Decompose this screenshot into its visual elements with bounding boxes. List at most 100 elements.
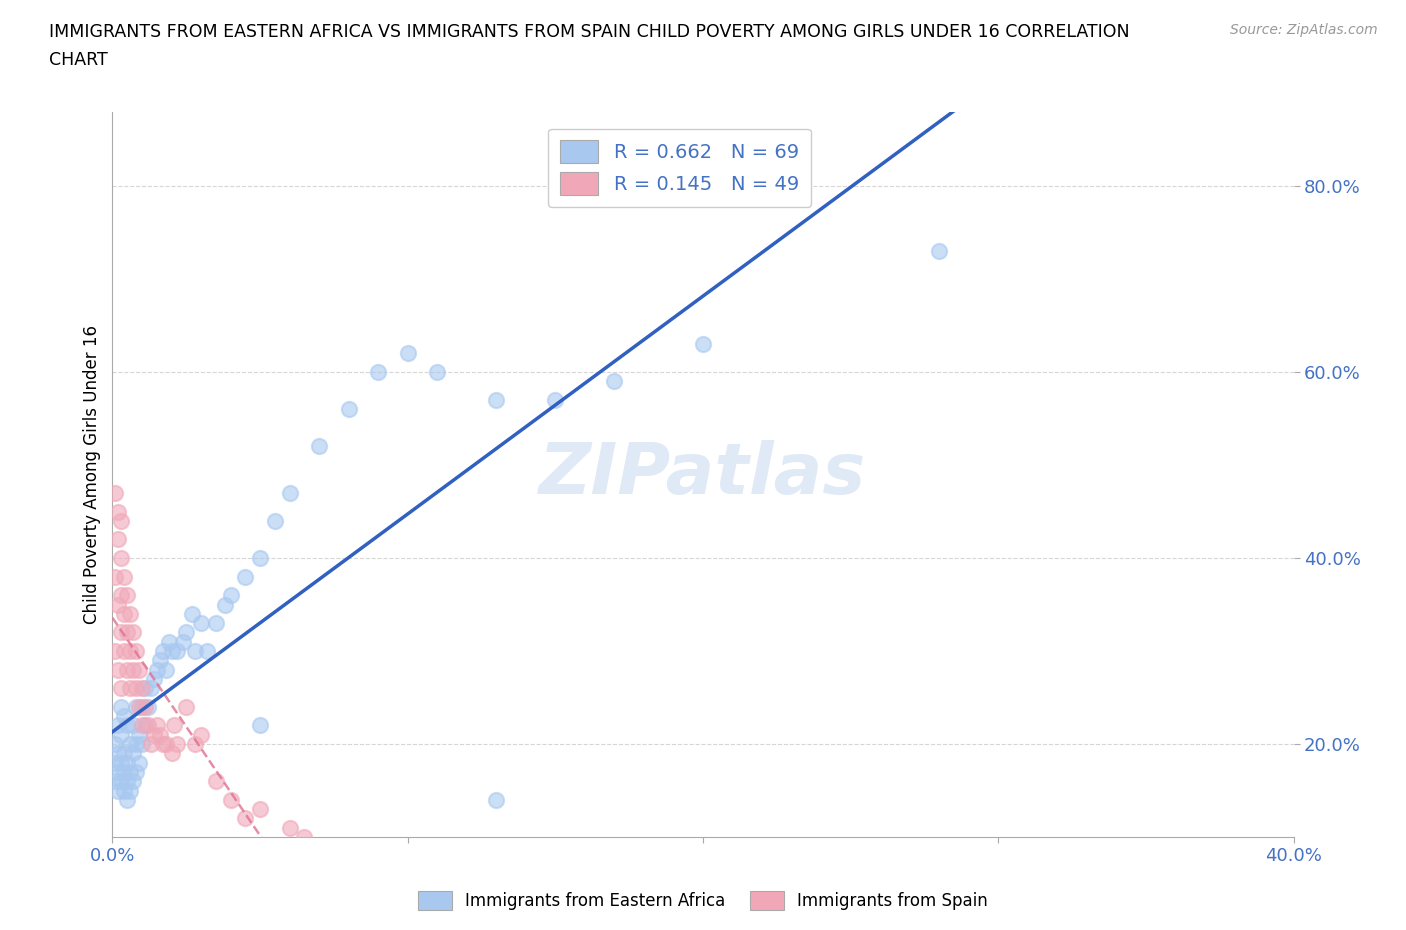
Point xyxy=(110,625,132,640)
Point xyxy=(107,764,129,779)
Point xyxy=(128,755,150,770)
Point xyxy=(396,346,419,361)
Point xyxy=(104,737,127,751)
Point xyxy=(107,783,129,798)
Point xyxy=(160,644,183,658)
Point xyxy=(120,783,142,798)
Point xyxy=(139,681,162,696)
Point xyxy=(603,374,626,389)
Point xyxy=(214,597,236,612)
Text: CHART: CHART xyxy=(49,51,108,69)
Point xyxy=(117,662,138,677)
Point xyxy=(110,681,132,696)
Text: ZIPatlas: ZIPatlas xyxy=(540,440,866,509)
Point xyxy=(278,820,301,835)
Point xyxy=(104,569,127,584)
Point xyxy=(152,644,174,658)
Point xyxy=(120,737,142,751)
Point xyxy=(166,737,188,751)
Point xyxy=(104,774,127,789)
Point xyxy=(142,727,165,742)
Point xyxy=(112,644,135,658)
Point xyxy=(134,718,156,733)
Point xyxy=(134,699,156,714)
Point xyxy=(107,718,129,733)
Point xyxy=(219,588,242,603)
Point xyxy=(122,774,145,789)
Point xyxy=(131,681,153,696)
Point xyxy=(692,337,714,352)
Point xyxy=(184,737,207,751)
Point xyxy=(190,616,212,631)
Point xyxy=(110,755,132,770)
Point xyxy=(125,737,148,751)
Point xyxy=(128,662,150,677)
Point xyxy=(125,644,148,658)
Point xyxy=(110,727,132,742)
Point xyxy=(292,830,315,844)
Point xyxy=(163,718,186,733)
Point xyxy=(107,504,129,519)
Point xyxy=(142,671,165,686)
Point xyxy=(104,755,127,770)
Point xyxy=(104,644,127,658)
Legend: R = 0.662   N = 69, R = 0.145   N = 49: R = 0.662 N = 69, R = 0.145 N = 49 xyxy=(548,128,811,206)
Point xyxy=(308,439,330,454)
Point xyxy=(117,755,138,770)
Point xyxy=(155,662,177,677)
Point xyxy=(112,569,135,584)
Text: IMMIGRANTS FROM EASTERN AFRICA VS IMMIGRANTS FROM SPAIN CHILD POVERTY AMONG GIRL: IMMIGRANTS FROM EASTERN AFRICA VS IMMIGR… xyxy=(49,23,1130,41)
Point xyxy=(110,513,132,528)
Point xyxy=(120,681,142,696)
Point xyxy=(485,392,508,407)
Point xyxy=(205,774,228,789)
Point xyxy=(120,764,142,779)
Point xyxy=(426,365,449,379)
Y-axis label: Child Poverty Among Girls Under 16: Child Poverty Among Girls Under 16 xyxy=(83,325,101,624)
Point xyxy=(233,811,256,826)
Point xyxy=(146,718,169,733)
Point xyxy=(107,597,129,612)
Point xyxy=(125,681,148,696)
Point xyxy=(152,737,174,751)
Point xyxy=(181,606,204,621)
Point xyxy=(122,625,145,640)
Point xyxy=(337,402,360,417)
Point xyxy=(131,718,153,733)
Point xyxy=(104,485,127,500)
Point xyxy=(120,644,142,658)
Point xyxy=(174,625,197,640)
Point xyxy=(174,699,197,714)
Point xyxy=(117,774,138,789)
Point xyxy=(172,634,194,649)
Point xyxy=(136,718,159,733)
Point xyxy=(367,365,389,379)
Point xyxy=(107,746,129,761)
Text: Source: ZipAtlas.com: Source: ZipAtlas.com xyxy=(1230,23,1378,37)
Point xyxy=(184,644,207,658)
Point xyxy=(112,606,135,621)
Point xyxy=(107,532,129,547)
Point xyxy=(110,774,132,789)
Point xyxy=(120,606,142,621)
Point xyxy=(112,783,135,798)
Point xyxy=(249,551,271,565)
Point xyxy=(544,392,567,407)
Point xyxy=(131,699,153,714)
Point xyxy=(107,662,129,677)
Point xyxy=(128,699,150,714)
Point xyxy=(249,802,271,817)
Point xyxy=(117,588,138,603)
Point xyxy=(112,746,135,761)
Point xyxy=(928,244,950,259)
Point xyxy=(136,699,159,714)
Point xyxy=(125,699,148,714)
Point xyxy=(205,616,228,631)
Point xyxy=(485,792,508,807)
Point xyxy=(128,727,150,742)
Point xyxy=(117,625,138,640)
Point xyxy=(112,709,135,724)
Point xyxy=(134,681,156,696)
Point xyxy=(249,718,271,733)
Point xyxy=(166,644,188,658)
